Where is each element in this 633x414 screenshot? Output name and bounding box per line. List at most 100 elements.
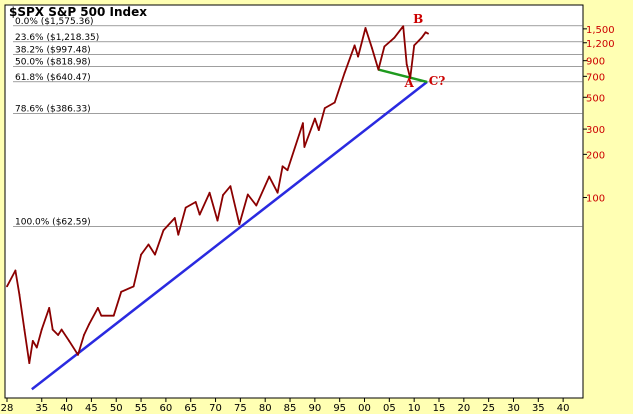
price-point <box>377 68 380 71</box>
x-tick-label: 25 <box>482 403 495 414</box>
fib-level-label: 23.6% ($1,218.35) <box>15 33 99 43</box>
price-point <box>60 328 63 331</box>
price-point <box>198 213 201 216</box>
y-tick-label: 500 <box>586 93 605 104</box>
price-point <box>51 328 54 331</box>
price-point <box>216 219 219 222</box>
price-point <box>371 47 373 50</box>
fib-level-label: 78.6% ($386.33) <box>15 104 91 114</box>
wave-annotations: B A C? <box>404 12 446 90</box>
price-point <box>48 306 51 309</box>
x-tick-label: 85 <box>284 403 297 414</box>
price-point <box>303 146 306 148</box>
price-point <box>323 107 326 110</box>
price-point <box>405 63 408 66</box>
price-point <box>28 362 31 365</box>
price-point <box>173 217 176 219</box>
price-point <box>57 334 60 336</box>
price-point <box>132 285 135 288</box>
x-tick-label: 15 <box>433 403 446 414</box>
x-tick-label: 50 <box>110 403 123 414</box>
wave-label: C? <box>429 74 446 88</box>
price-point <box>147 243 150 246</box>
x-tick-label: 10 <box>408 403 421 414</box>
price-point <box>154 253 156 256</box>
x-tick-label: 90 <box>308 403 321 414</box>
price-point <box>317 129 320 132</box>
x-tick-label: 05 <box>383 403 396 414</box>
price-point <box>31 340 34 342</box>
price-point <box>100 314 103 317</box>
price-point <box>313 117 316 120</box>
x-tick-label: 00 <box>358 403 371 414</box>
y-tick-label: 200 <box>586 150 605 161</box>
plot-area <box>4 4 584 399</box>
price-point <box>6 285 8 288</box>
price-point <box>77 353 79 356</box>
price-point <box>222 194 224 196</box>
price-point <box>413 44 416 47</box>
trend-lines <box>31 68 428 391</box>
price-point <box>409 77 412 80</box>
price-point <box>343 71 346 74</box>
price-point <box>68 340 70 342</box>
price-point <box>35 346 38 349</box>
price-line <box>6 25 429 365</box>
x-tick-label: 95 <box>333 403 346 414</box>
wave-label: A <box>404 76 415 90</box>
price-point <box>364 27 367 29</box>
price-point <box>83 334 85 336</box>
y-tick-label: 300 <box>586 125 605 136</box>
price-point <box>177 233 180 236</box>
wave-trend-line <box>378 68 428 84</box>
fib-level-label: 38.2% ($997.48) <box>15 45 91 55</box>
price-point <box>393 36 396 39</box>
price-point <box>353 44 356 47</box>
x-tick-label: 28 <box>1 403 14 414</box>
fib-level-label: 100.0% ($62.59) <box>15 218 91 228</box>
x-tick-label: 45 <box>85 403 98 414</box>
price-point <box>255 204 258 207</box>
fib-level-label: 61.8% ($640.47) <box>15 73 91 83</box>
x-tick-label: 20 <box>457 403 470 414</box>
y-tick-label: 100 <box>586 194 605 205</box>
y-tick-label: 900 <box>586 57 605 68</box>
price-point <box>184 206 187 209</box>
price-series <box>6 25 429 365</box>
price-point <box>120 290 123 293</box>
price-point <box>88 323 90 326</box>
x-tick-label: 40 <box>60 403 73 414</box>
x-tick-label: 30 <box>507 403 520 414</box>
price-point <box>162 229 165 232</box>
price-point <box>420 36 423 39</box>
price-point <box>427 32 429 35</box>
price-point <box>112 314 115 317</box>
price-point <box>18 293 21 296</box>
price-point <box>246 193 249 196</box>
price-point <box>208 191 211 194</box>
price-point <box>229 185 232 188</box>
price-point <box>96 306 99 309</box>
x-tick-label: 55 <box>135 403 148 414</box>
x-tick-label: 80 <box>259 403 272 414</box>
fib-layer: 0.0% ($1,575.36) 23.6% ($1,218.35) 38.2% (… <box>13 17 583 228</box>
x-axis-ticks: 28 35 40 45 50 55 60 65 70 75 80 85 90 95 00 05 10 15 20 25… <box>1 398 570 414</box>
price-point <box>424 31 427 34</box>
wave-label: B <box>413 12 423 26</box>
price-point <box>357 55 359 58</box>
price-point <box>238 223 241 226</box>
price-point <box>276 191 279 194</box>
x-tick-label: 70 <box>209 403 222 414</box>
price-point <box>194 201 197 203</box>
price-point <box>140 253 142 256</box>
price-point <box>302 122 304 125</box>
x-tick-label: 40 <box>557 403 570 414</box>
price-point <box>268 175 271 178</box>
fib-level-label: 50.0% ($818.98) <box>15 58 91 68</box>
price-point <box>14 269 17 272</box>
chart-title: $SPX S&P 500 Index <box>9 5 147 19</box>
fib-level-label: 0.0% ($1,575.36) <box>15 17 94 27</box>
y-tick-label: 1,200 <box>586 39 615 50</box>
